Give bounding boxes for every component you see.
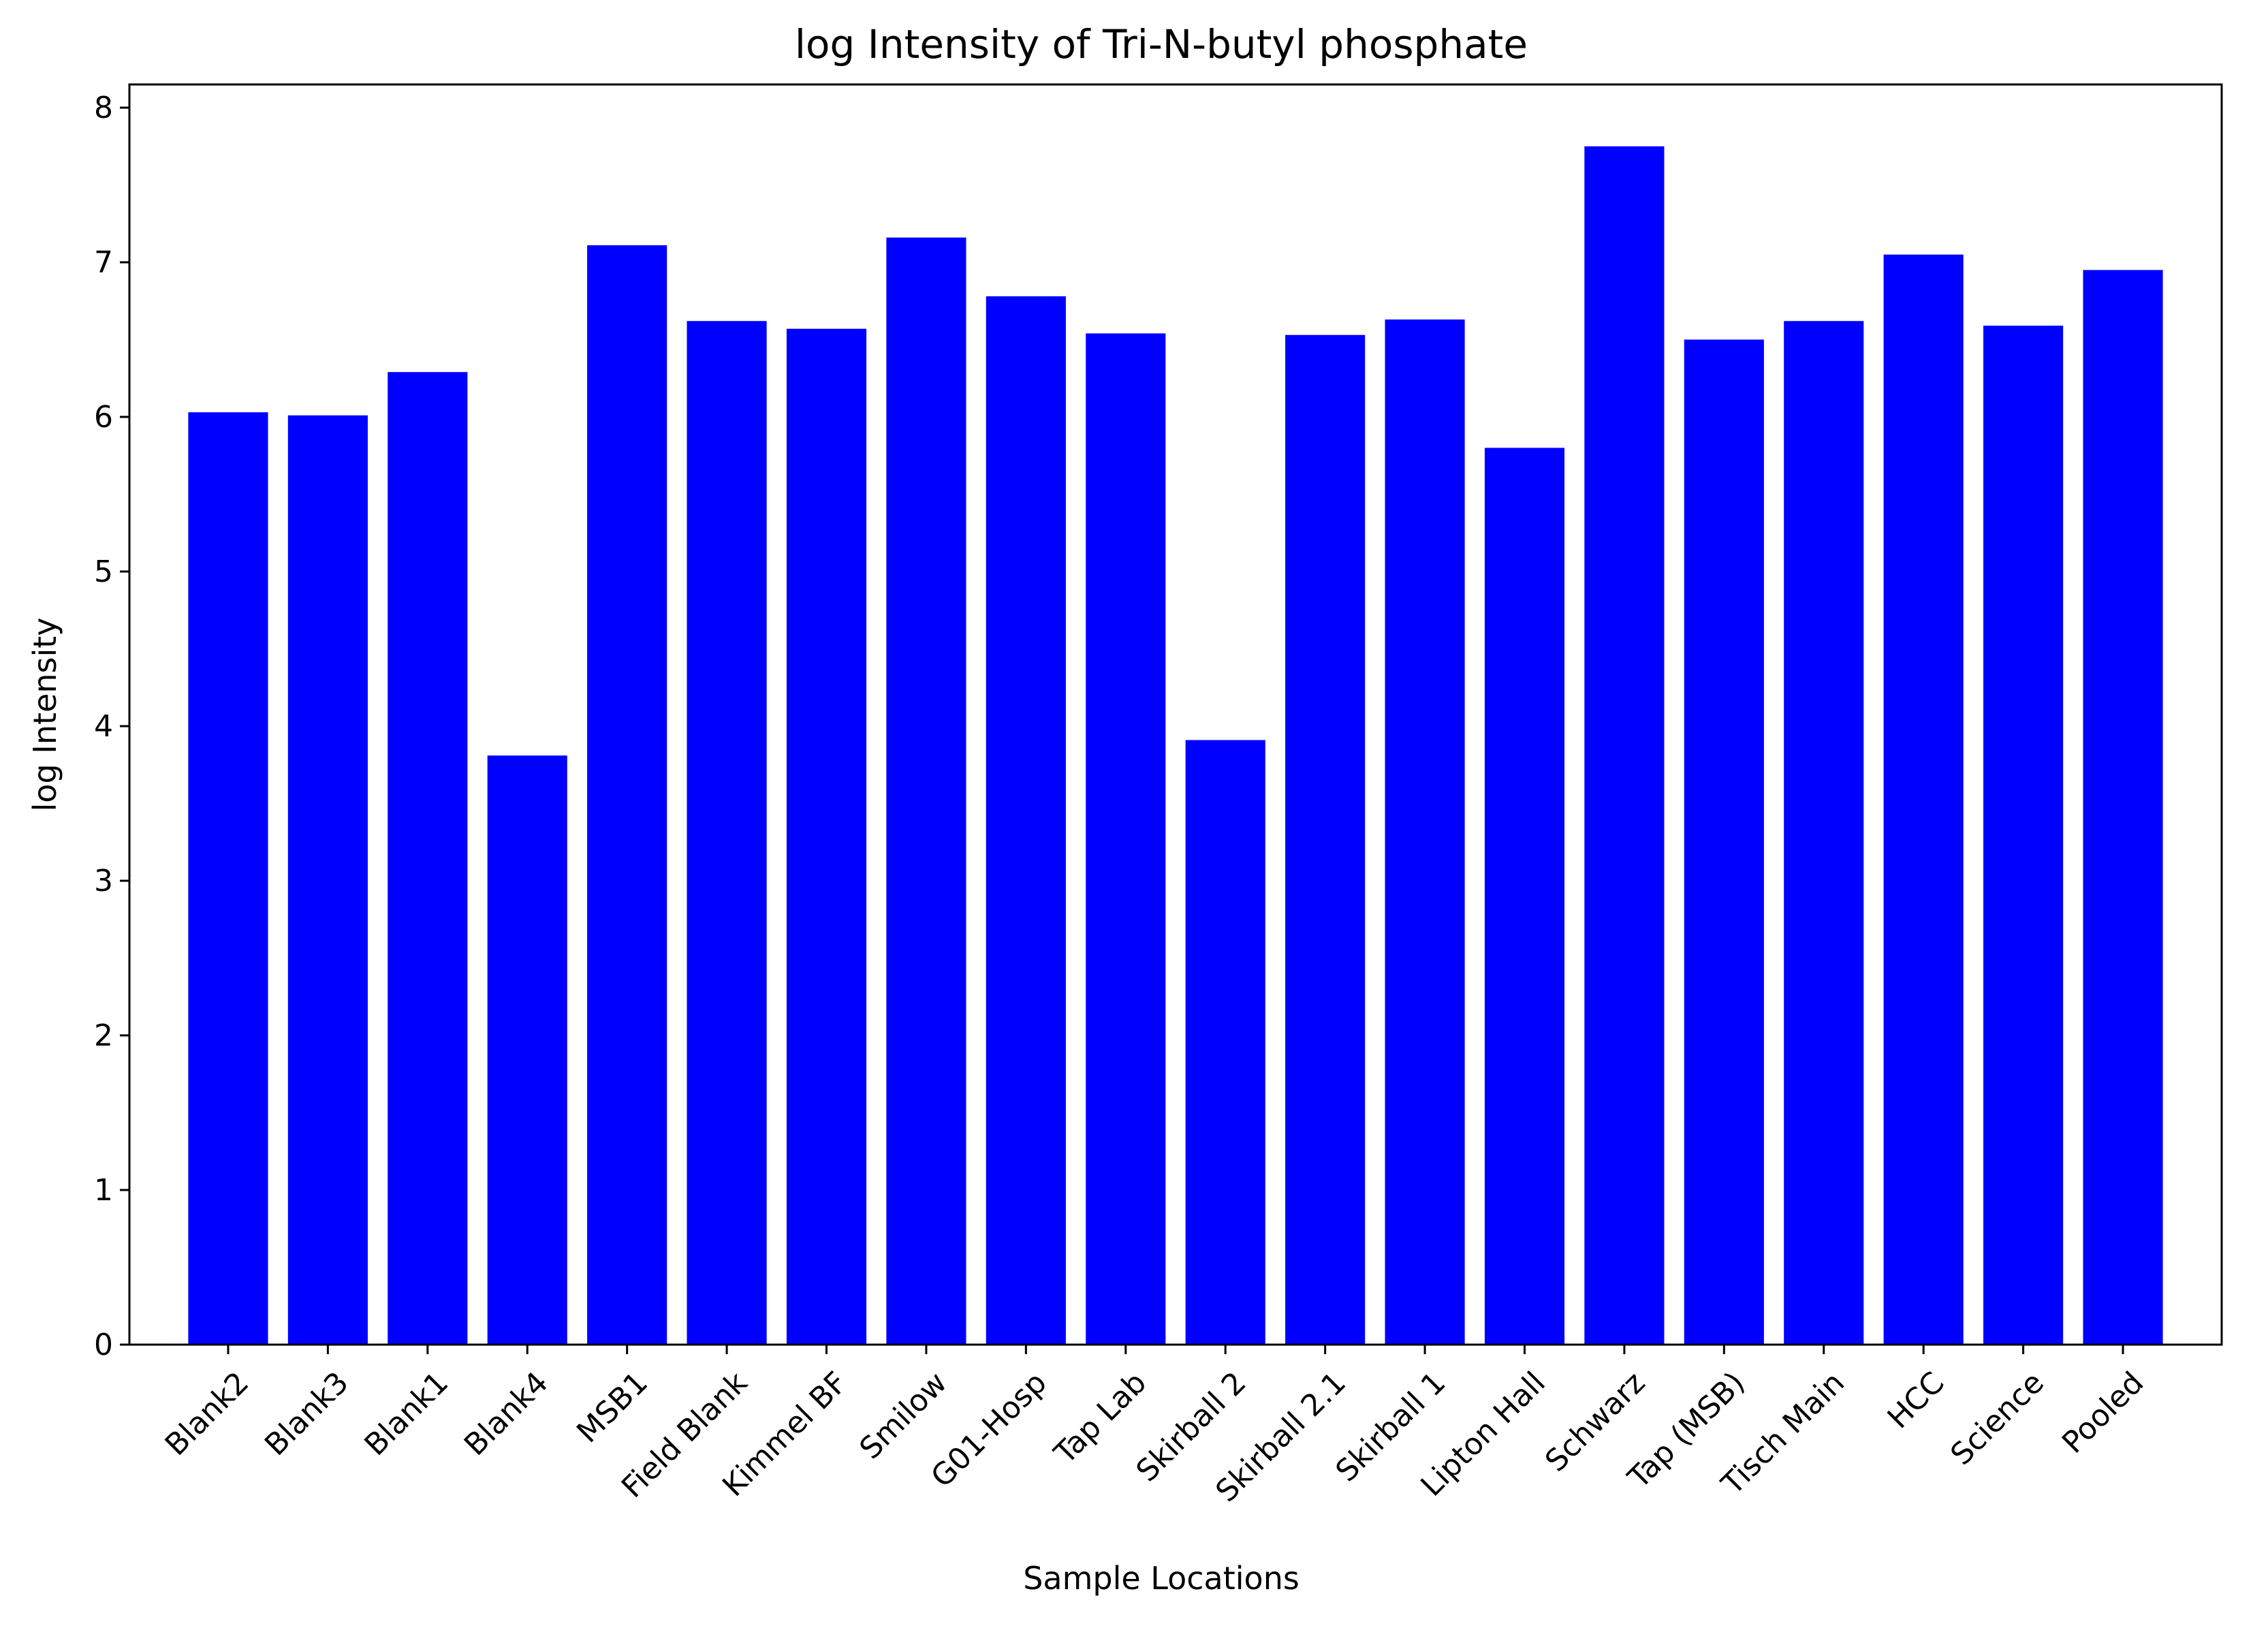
bar-msb1 — [587, 245, 667, 1345]
y-tick-label: 3 — [94, 864, 113, 898]
x-tick-label: HCC — [1881, 1365, 1951, 1435]
bar-g01-hosp — [986, 296, 1066, 1345]
x-tick-label: Tap Lab — [1048, 1365, 1153, 1471]
bar-blank3 — [287, 415, 368, 1345]
bar-tisch-main — [1784, 321, 1864, 1345]
bar-schwarz — [1584, 146, 1665, 1345]
bar-lipton-hall — [1484, 448, 1565, 1345]
y-tick-label: 8 — [94, 91, 113, 125]
bar-kimmel-bf — [786, 328, 867, 1345]
bar-blank2 — [188, 412, 268, 1345]
y-tick-label: 6 — [94, 400, 113, 435]
x-tick-label: Blank2 — [159, 1365, 256, 1462]
y-axis-title: log Intensity — [27, 618, 63, 812]
x-tick-label: Science — [1944, 1365, 2051, 1472]
bar-pooled — [2083, 270, 2163, 1345]
x-axis-title: Sample Locations — [1023, 1560, 1300, 1597]
bar-tap-lab — [1086, 333, 1166, 1345]
bar-field-blank — [687, 321, 767, 1345]
plot-frame — [128, 83, 2223, 1346]
y-tick-label: 2 — [94, 1018, 113, 1053]
y-tick-label: 5 — [94, 554, 113, 589]
bar-blank4 — [487, 755, 567, 1345]
bar-skirball-2-1 — [1285, 334, 1366, 1345]
x-tick-label: Blank4 — [458, 1365, 555, 1462]
bar-science — [1983, 326, 2064, 1345]
bars-layer — [188, 146, 2163, 1345]
y-tick-label: 0 — [94, 1328, 113, 1362]
y-tick-label: 4 — [94, 709, 113, 744]
bar-skirball-2 — [1185, 740, 1265, 1345]
y-tick-label: 1 — [94, 1173, 113, 1208]
x-tick-label: Blank3 — [258, 1365, 356, 1462]
bar-skirball-1 — [1385, 319, 1465, 1345]
bar-hcc — [1883, 254, 1964, 1345]
y-tick-label: 7 — [94, 245, 113, 280]
x-tick-label: Blank1 — [358, 1365, 456, 1462]
bar-blank1 — [388, 372, 468, 1345]
bar-smilow — [886, 237, 966, 1345]
x-tick-label: Smilow — [853, 1365, 954, 1466]
x-tick-label: Pooled — [2056, 1365, 2150, 1460]
bar-tap-msb — [1684, 339, 1764, 1345]
x-tick-label: MSB1 — [570, 1365, 655, 1450]
chart-title: log Intensity of Tri-N-butyl phosphate — [795, 21, 1528, 67]
y-axis: 0 1 2 3 4 5 6 7 8 — [94, 91, 129, 1362]
